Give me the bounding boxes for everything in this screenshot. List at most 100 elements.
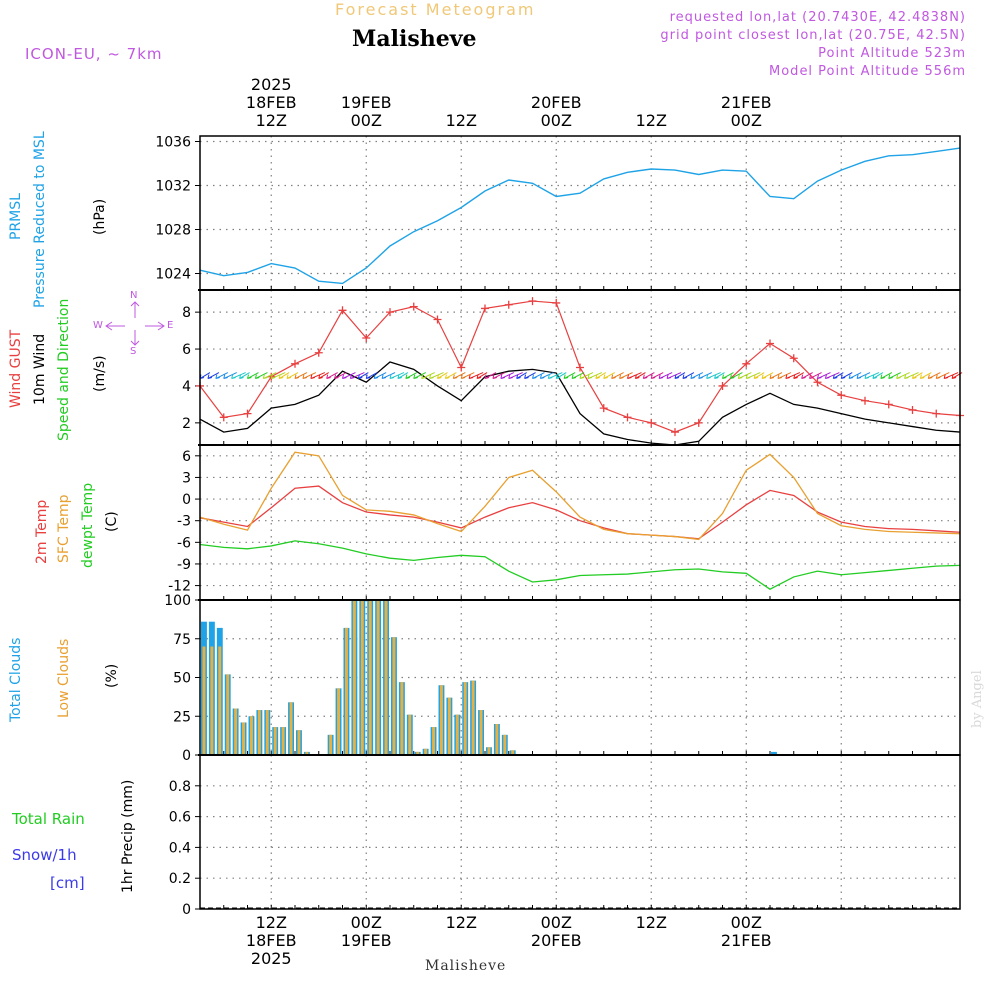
requested-coords: requested lon,lat (20.7430E, 42.4838N) xyxy=(669,10,966,25)
wind-arrow xyxy=(484,372,497,380)
wind-arrow xyxy=(650,372,664,380)
bottom-time-label: 2025 xyxy=(250,949,292,968)
low-cloud-bar xyxy=(511,750,515,755)
low-cloud-bar xyxy=(305,751,309,755)
gust-marker xyxy=(789,354,798,363)
wind-arrow xyxy=(888,372,901,380)
wind-arrow xyxy=(912,372,923,380)
gust-marker xyxy=(932,409,941,418)
y-tick-label: 4 xyxy=(182,379,191,395)
wind-arrow xyxy=(405,372,418,380)
wind-arrow xyxy=(223,372,237,380)
gust-marker xyxy=(481,304,489,313)
y-tick-label: 8 xyxy=(182,305,191,321)
low-cloud-bar xyxy=(249,716,253,755)
top-time-label: 00Z xyxy=(350,111,382,130)
model-name: ICON-EU, ~ 7km xyxy=(25,45,163,63)
wind-arrow xyxy=(444,372,457,380)
gust-marker xyxy=(718,381,727,390)
wind-arrow xyxy=(421,372,435,380)
wind-arrow xyxy=(270,372,286,380)
top-time-label: 21FEB xyxy=(720,93,772,112)
wind-arrow xyxy=(840,372,853,380)
wind-arrow xyxy=(318,372,330,380)
wind-arrow xyxy=(856,372,871,380)
bottom-time-label: 12Z xyxy=(635,913,667,932)
bottom-time-label: 21FEB xyxy=(720,931,772,950)
y-tick-label: 0.8 xyxy=(169,779,191,795)
gust-marker xyxy=(908,405,917,414)
y-tick-label: 100 xyxy=(164,593,191,609)
wind-arrow xyxy=(603,372,615,380)
tsfc-line xyxy=(199,451,961,541)
wind-arrow xyxy=(571,372,585,380)
wind-arrow xyxy=(231,372,246,380)
low-cloud-bar xyxy=(202,646,206,755)
wind-arrow xyxy=(737,372,752,380)
wind-arrow xyxy=(666,372,682,380)
wind-arrow xyxy=(642,372,655,380)
location-title: Malisheve xyxy=(352,26,477,52)
wind-arrow xyxy=(452,372,466,380)
bottom-time-label: 00Z xyxy=(730,913,762,932)
compass-w: W xyxy=(93,320,103,331)
dewpt-line xyxy=(199,540,961,590)
low-cloud-bar xyxy=(392,637,396,755)
wind-arrow xyxy=(532,372,545,380)
wind-arrow xyxy=(547,372,563,380)
gust-marker xyxy=(813,378,822,387)
wind-arrow xyxy=(769,372,783,380)
footer-location: Malisheve xyxy=(425,958,507,974)
wind-arrow xyxy=(397,372,409,380)
wind-arrow xyxy=(278,372,290,380)
low-cloud-bar xyxy=(439,685,443,755)
bottom-time-label: 18FEB xyxy=(245,931,297,950)
wind-arrow xyxy=(429,372,444,380)
gust-marker xyxy=(338,306,347,315)
low-cloud-bar xyxy=(487,747,491,755)
low-cloud-bar xyxy=(218,646,222,755)
gust-marker xyxy=(599,404,608,413)
wind-arrow xyxy=(824,372,840,380)
low-cloud-bar xyxy=(281,727,285,755)
low-cloud-bar xyxy=(455,714,459,755)
gust-marker xyxy=(837,391,846,400)
wind-arrow xyxy=(690,372,704,380)
wind-arrow xyxy=(595,372,607,380)
gust-marker xyxy=(671,428,679,437)
y-tick-label: 25 xyxy=(173,709,191,725)
wind-arrow xyxy=(801,372,813,380)
y-tick-label: 6 xyxy=(182,449,191,465)
wind-arrow xyxy=(254,372,268,380)
gust-marker xyxy=(457,363,466,372)
top-time-label: 18FEB xyxy=(245,93,297,112)
low-cloud-bar xyxy=(432,727,436,755)
wind-arrow xyxy=(349,372,365,380)
compass-s: S xyxy=(130,346,137,357)
wind-arrow xyxy=(722,372,734,380)
wind-arrow xyxy=(579,372,594,380)
top-time-label: 20FEB xyxy=(530,93,582,112)
point-altitude: Point Altitude 523m xyxy=(818,46,966,61)
y-tick-label: 1024 xyxy=(155,267,191,283)
y-tick-label: 0.2 xyxy=(169,871,191,887)
low-cloud-bar xyxy=(368,600,372,755)
wind-arrow xyxy=(326,372,338,380)
gust-marker xyxy=(552,298,561,307)
compass-e: E xyxy=(167,320,174,331)
y-tick-label: 0 xyxy=(182,492,191,508)
top-time-label: 00Z xyxy=(730,111,762,130)
gust-marker xyxy=(291,359,299,368)
y-tick-label: 0.4 xyxy=(169,840,191,856)
low-cloud-bar xyxy=(503,734,507,755)
wind-arrow xyxy=(785,372,801,380)
top-time-label: 00Z xyxy=(540,111,572,130)
y-tick-label: -12 xyxy=(168,579,191,595)
gust-marker xyxy=(861,396,869,405)
wind-arrow xyxy=(587,372,603,380)
wind-arrow xyxy=(880,372,893,380)
wind-arrow xyxy=(476,372,488,380)
wind-arrow xyxy=(793,372,805,380)
model-altitude: Model Point Altitude 556m xyxy=(769,64,966,79)
low-cloud-bar xyxy=(416,751,420,755)
